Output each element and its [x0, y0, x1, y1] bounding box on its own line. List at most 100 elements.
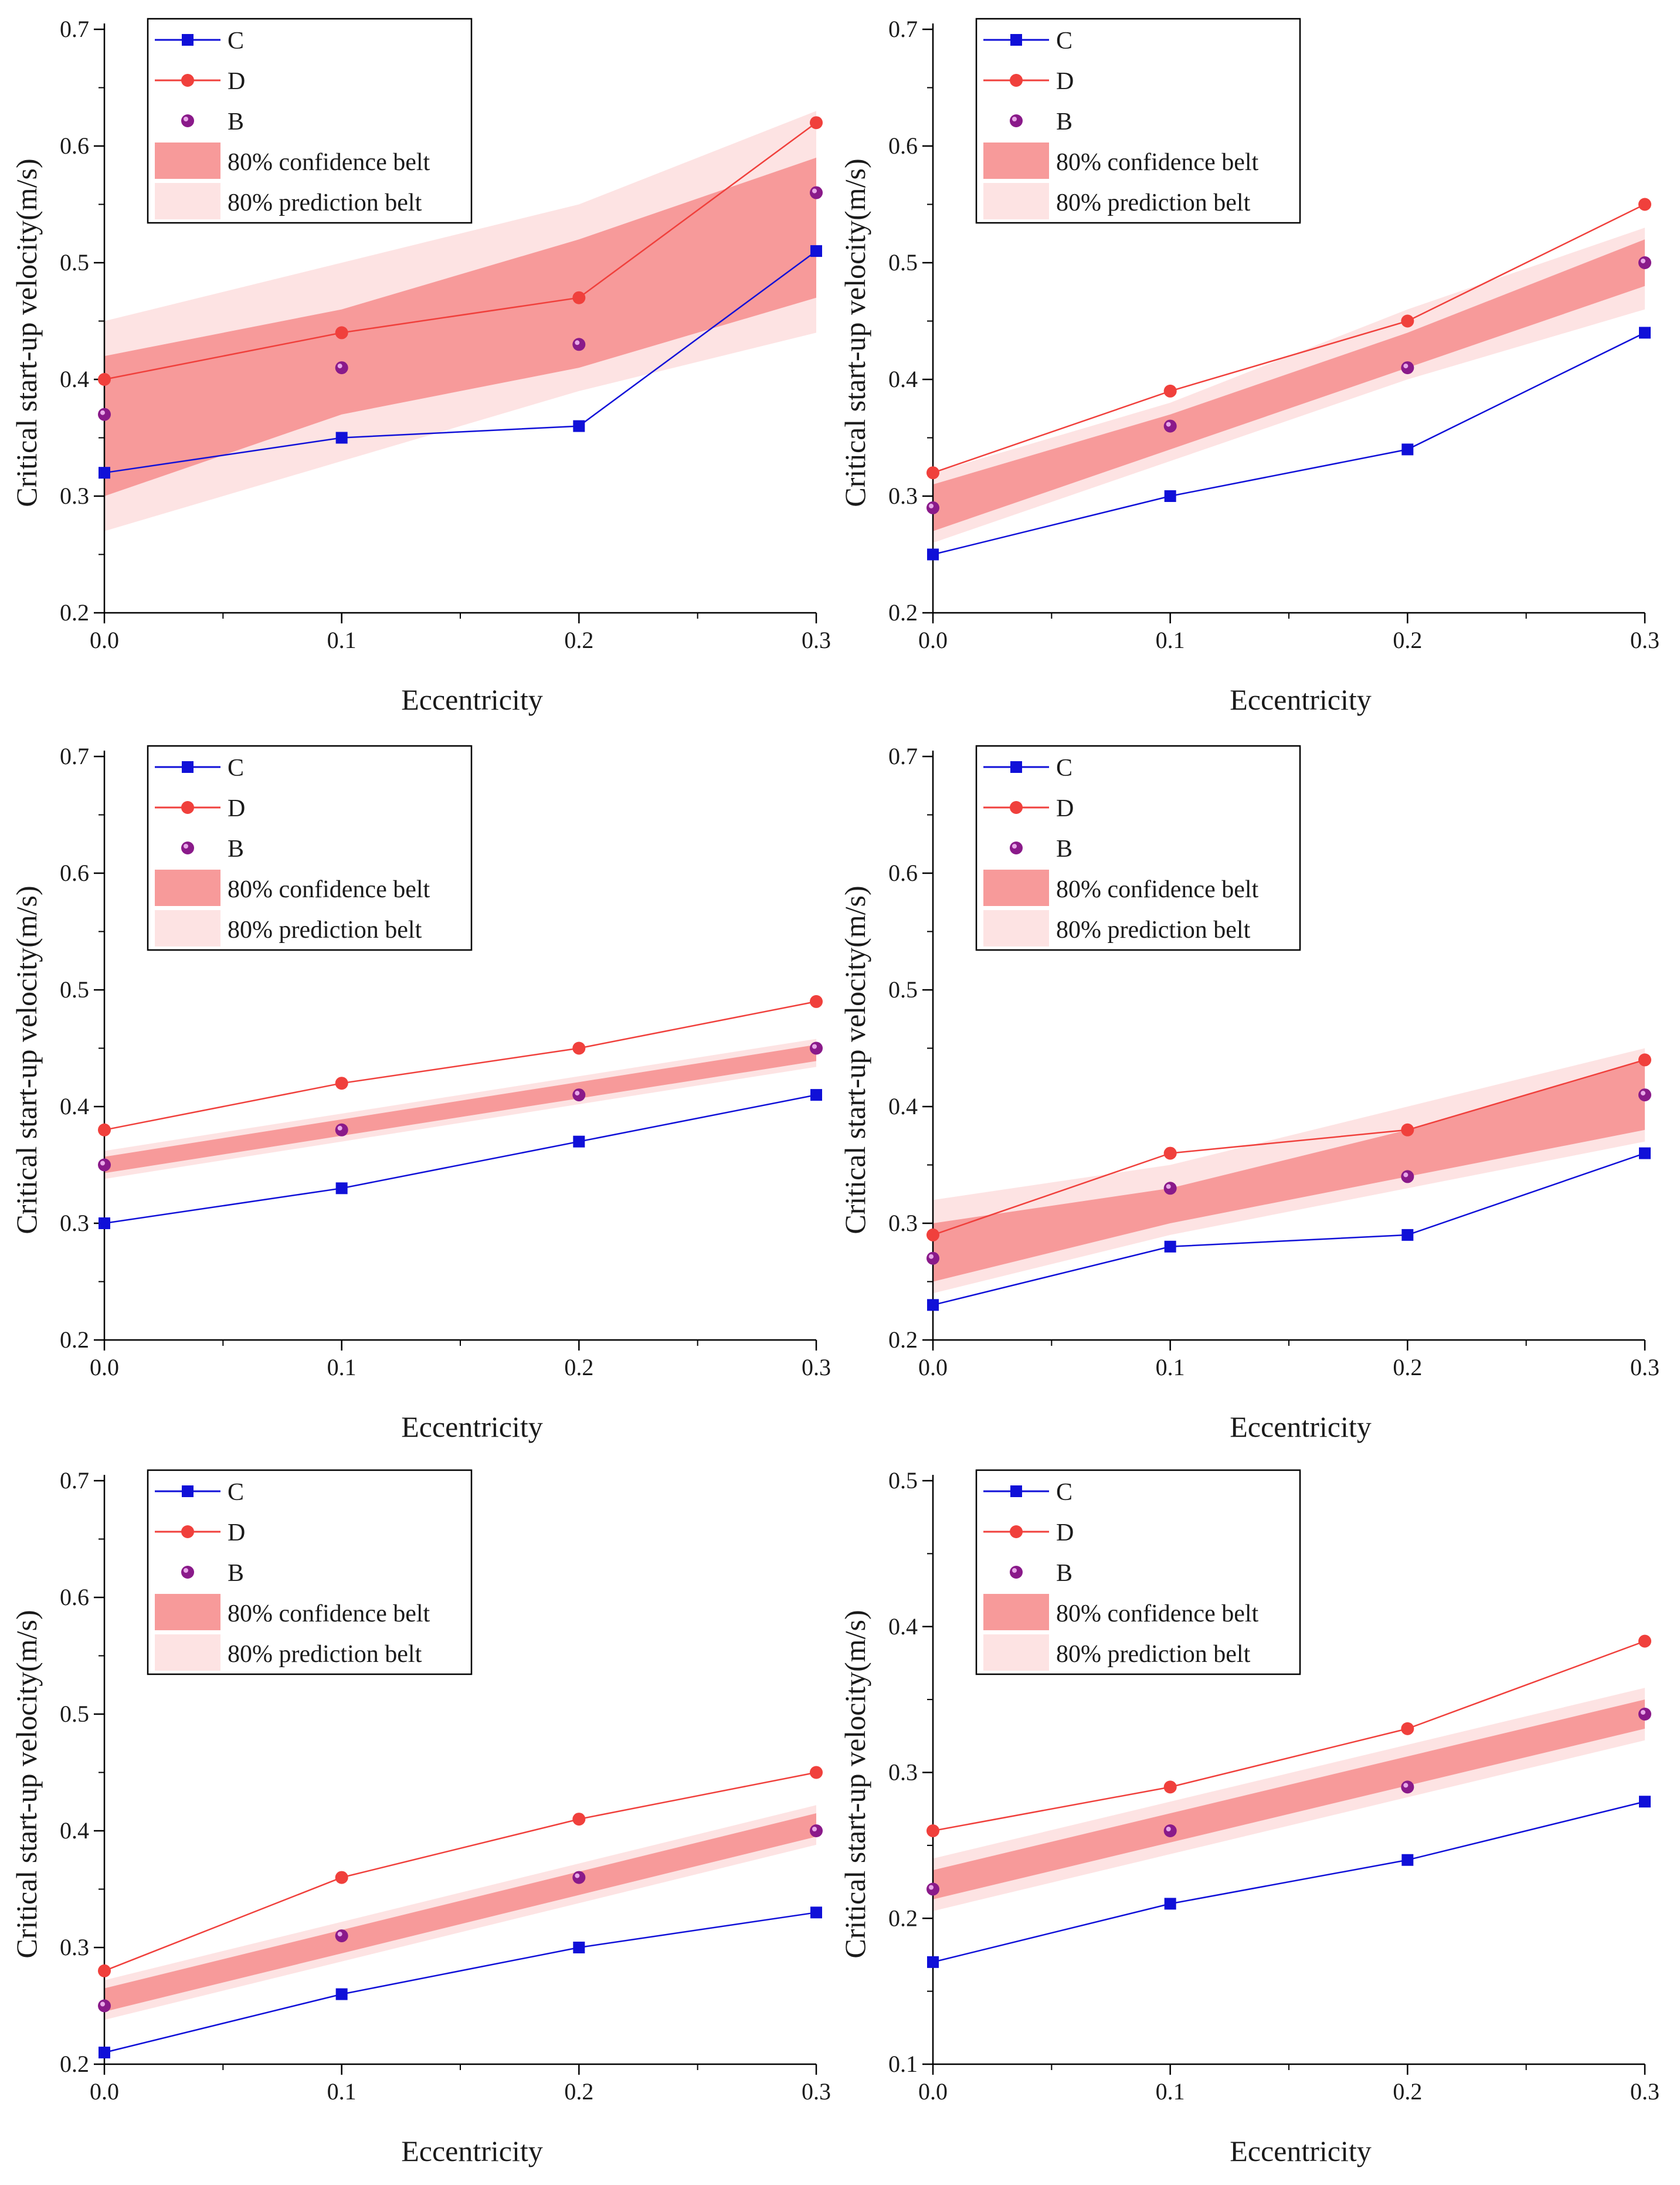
y-tick-label: 0.5: [888, 249, 918, 276]
legend-d-marker: [1010, 1525, 1023, 1538]
legend-label-c: C: [1056, 1479, 1073, 1506]
legend-confidence-swatch: [983, 1594, 1049, 1630]
legend-label-pred: 80% prediction belt: [1056, 917, 1251, 944]
series-c-point: [573, 420, 585, 432]
x-tick-label: 0.2: [1393, 627, 1422, 653]
series-c-point: [927, 1299, 939, 1311]
legend: CDB 80% confidence belt 80% prediction bel…: [975, 18, 1301, 224]
series-d-point: [1163, 384, 1177, 398]
legend-label-b: B: [228, 108, 244, 135]
y-tick-label: 0.2: [888, 1326, 918, 1353]
legend-label-c: C: [1056, 755, 1073, 782]
series-c-line: [932, 1801, 1645, 1963]
series-d-point: [926, 1824, 939, 1837]
legend-prediction-swatch: [983, 1634, 1049, 1671]
chart-svg-1: 0.0 0.1 0.2 0.3 0.2 0.3 0.4 0.5 0.6 0.7 Eccentrici…: [10, 16, 831, 716]
series-b-point: [335, 1123, 348, 1136]
series-c-point: [1401, 1229, 1414, 1241]
legend-b-marker: [1010, 1566, 1023, 1579]
series-c-point: [99, 467, 110, 479]
legend-prediction-swatch: [983, 910, 1049, 946]
series-d-point: [572, 1041, 586, 1055]
x-axis-label: Eccentricity: [401, 683, 543, 716]
legend-label-d: D: [228, 68, 245, 95]
x-tick-label: 0.0: [918, 627, 948, 653]
legend-b-marker-highlight: [184, 117, 188, 121]
legend-d-marker: [1010, 74, 1023, 87]
series-b-point-highlight: [1641, 259, 1645, 263]
y-axis-label: Critical start-up velocity(m/s): [10, 885, 43, 1234]
series-b-point-highlight: [100, 1161, 105, 1166]
y-tick-label: 0.1: [888, 2051, 918, 2077]
series-b-point: [926, 1882, 939, 1896]
y-axis-label: Critical start-up velocity(m/s): [839, 158, 871, 507]
series-b-point-highlight: [1166, 422, 1171, 427]
x-tick-label: 0.0: [90, 1354, 119, 1380]
legend-label-b: B: [1056, 1560, 1073, 1587]
y-tick-label: 0.4: [60, 366, 89, 392]
series-b-point: [1638, 256, 1651, 269]
series-d-point: [1638, 1634, 1651, 1648]
legend-label-b: B: [1056, 836, 1073, 863]
x-tick-label: 0.1: [327, 1354, 357, 1380]
y-tick-label: 0.6: [60, 133, 89, 159]
legend-b-marker-highlight: [184, 1568, 188, 1573]
series-d-line: [104, 122, 817, 381]
y-tick-label: 0.7: [60, 16, 89, 42]
series-b-point-highlight: [1166, 1184, 1171, 1189]
legend-label-b: B: [1056, 108, 1073, 135]
legend-label-pred: 80% prediction belt: [228, 189, 422, 216]
series-d-point: [1638, 1053, 1651, 1067]
series-b-point-highlight: [100, 410, 105, 415]
series-c-point: [335, 1182, 348, 1195]
x-tick-label: 0.1: [1156, 627, 1185, 653]
x-tick-label: 0.2: [1393, 1354, 1422, 1380]
series-d-line: [932, 203, 1645, 474]
chart-panel-2: 0.0 0.1 0.2 0.3 0.2 0.3 0.4 0.5 0.6 0.7 Eccentrici…: [829, 0, 1659, 724]
series-b-point-highlight: [100, 2001, 105, 2007]
legend-label-c: C: [1056, 28, 1073, 55]
series-b-point-highlight: [812, 1044, 817, 1049]
series-c-point: [810, 245, 822, 257]
y-tick-label: 0.7: [60, 743, 89, 769]
y-tick-label: 0.6: [888, 860, 918, 886]
series-b-point-highlight: [337, 364, 342, 369]
series-b-point: [1163, 1824, 1177, 1837]
x-tick-label: 0.1: [327, 2078, 357, 2105]
confidence-belt: [933, 1060, 1645, 1282]
y-tick-label: 0.6: [60, 860, 89, 886]
legend-d-marker: [181, 1525, 194, 1538]
series-c-point: [1639, 1796, 1651, 1808]
legend-label-conf: 80% confidence belt: [228, 149, 430, 176]
legend-c-marker: [182, 761, 194, 773]
x-tick-label: 0.0: [918, 2078, 948, 2105]
series-b-point: [1163, 1182, 1177, 1195]
y-axis-label: Critical start-up velocity(m/s): [839, 885, 871, 1234]
series-d-point: [572, 1813, 586, 1826]
legend-b-marker: [1010, 114, 1023, 127]
series-b-point: [1638, 1708, 1651, 1721]
legend-label-conf: 80% confidence belt: [228, 1600, 430, 1627]
legend-label-conf: 80% confidence belt: [1056, 876, 1259, 903]
series-b-point: [810, 186, 823, 199]
legend-label-c: C: [228, 28, 244, 55]
y-tick-label: 0.7: [888, 743, 918, 769]
series-c-point: [927, 1956, 939, 1968]
legend-b-marker: [181, 114, 194, 127]
series-c-point: [99, 2047, 110, 2059]
legend-label-pred: 80% prediction belt: [1056, 189, 1251, 216]
series-b-point-highlight: [929, 1885, 934, 1890]
legend-label-c: C: [228, 755, 244, 782]
x-axis-label: Eccentricity: [401, 2135, 543, 2167]
series-d-point: [572, 291, 586, 304]
x-axis-label: Eccentricity: [1230, 2135, 1372, 2167]
legend-label-d: D: [1056, 795, 1074, 822]
y-tick-label: 0.3: [888, 1210, 918, 1236]
series-b-point: [1401, 1780, 1414, 1794]
y-tick-label: 0.5: [888, 976, 918, 1003]
series-b-point: [335, 1929, 348, 1943]
legend-prediction-swatch: [155, 910, 220, 946]
series-b-point-highlight: [1403, 1172, 1409, 1178]
legend-label-pred: 80% prediction belt: [228, 1641, 422, 1668]
legend-confidence-swatch: [155, 870, 220, 906]
